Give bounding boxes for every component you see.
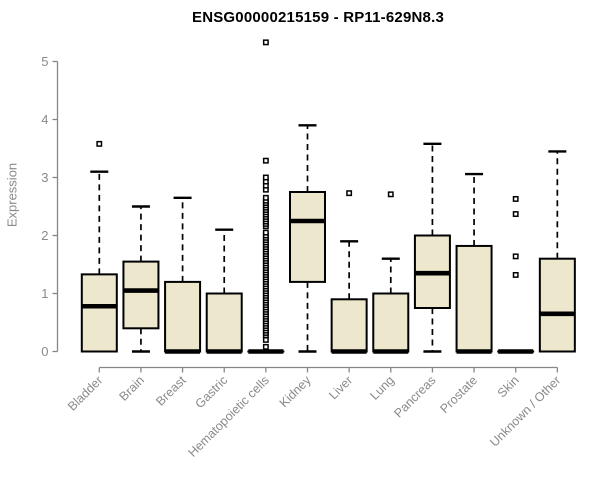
box-rect (372, 292, 410, 353)
x-category-label: Skin (495, 373, 522, 400)
outlier-point (512, 271, 519, 278)
x-category-label: Gastric (192, 373, 230, 411)
outlier-point (96, 140, 103, 147)
y-tick-label: 2 (41, 228, 48, 243)
y-tick-label: 3 (41, 170, 48, 185)
box-group-liver (330, 190, 368, 354)
outlier-point (262, 343, 269, 350)
box-rect (205, 292, 243, 353)
outlier-point (262, 194, 269, 201)
box-rect (289, 191, 326, 283)
outlier-point (512, 211, 519, 217)
x-category-label: Prostate (437, 373, 480, 416)
box-group-breast (164, 196, 202, 354)
box-rect (330, 298, 368, 353)
x-category-label: Liver (326, 373, 355, 402)
box-group-kidney (289, 124, 326, 353)
box-group-pancreas (413, 142, 451, 353)
box-group-prostate (455, 172, 493, 354)
box-group-skin (497, 196, 535, 354)
outlier-point (512, 196, 519, 202)
box-group-gastric (205, 228, 243, 354)
x-category-label: Pancreas (391, 373, 438, 420)
x-category-label: Bladder (65, 373, 105, 413)
box-group-unknown-other (538, 150, 576, 353)
outlier-point (262, 174, 269, 181)
box-group-brain (122, 205, 160, 353)
y-tick-label: 4 (41, 112, 48, 127)
chart-title: ENSG00000215159 - RP11-629N8.3 (191, 9, 444, 26)
outlier-point (262, 229, 269, 236)
outlier-point (262, 157, 269, 164)
x-category-label: Unknown / Other (487, 373, 563, 449)
y-tick-label: 0 (41, 344, 48, 359)
x-category-label: Kidney (277, 373, 314, 410)
box-rect (122, 260, 160, 330)
x-category-label: Breast (153, 373, 189, 409)
x-category-label: Hematopoietic cells (185, 373, 272, 460)
outlier-point (512, 253, 519, 260)
outlier-point (262, 336, 269, 343)
outlier-point (346, 190, 353, 197)
box-rect (164, 280, 202, 353)
box-rect (538, 257, 576, 353)
y-tick-label: 1 (41, 286, 48, 301)
box-rect (80, 273, 118, 353)
box-group-bladder (80, 140, 118, 353)
outlier-point (262, 39, 269, 46)
x-category-label: Lung (367, 373, 397, 403)
y-tick-label: 5 (41, 54, 48, 69)
box-group-lung (372, 191, 410, 354)
box-rect (455, 244, 493, 353)
x-category-label: Brain (117, 373, 148, 404)
outlier-point (387, 191, 394, 198)
box-group-hematopoietic-cells (247, 39, 285, 354)
